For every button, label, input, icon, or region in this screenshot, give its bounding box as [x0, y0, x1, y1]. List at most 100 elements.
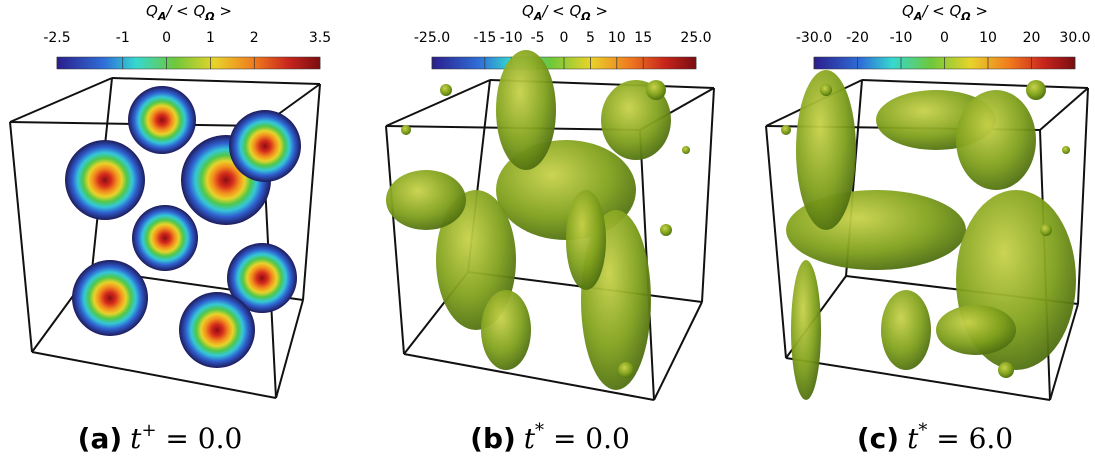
caption: (a) t+ = 0.0 [78, 420, 243, 455]
panel: QA/ < QΩ > -30.0 -20 -10 0 10 20 30.0 (c) t* = 6.… [765, 2, 1091, 455]
caption-part: = 6.0 [927, 422, 1013, 455]
cube-edge [31, 351, 277, 399]
title-part: Ω [204, 10, 214, 23]
sphere [229, 110, 301, 182]
caption-part: (b) [470, 422, 516, 455]
colorbar-tick-label: -10 [890, 30, 913, 46]
cube-edge [765, 125, 787, 359]
colorbar-tick-label: 30.0 [1059, 30, 1090, 46]
isosurface [386, 170, 466, 230]
isosurface [566, 190, 606, 290]
cube-edge [302, 83, 321, 301]
caption-part: t [907, 422, 919, 455]
colorbar-title: QA/ < QΩ > [902, 2, 988, 23]
title-part: A [157, 10, 167, 23]
cube-edge [1049, 303, 1079, 401]
title-part: / < Q [540, 2, 581, 20]
cube-edge [385, 79, 491, 127]
colorbar-title: QA/ < QΩ > [522, 2, 608, 23]
caption: (b) t* = 0.0 [470, 420, 630, 455]
title-part: / < Q [164, 2, 205, 20]
isosurface [496, 50, 556, 170]
cube-edge [1039, 87, 1089, 131]
sphere [72, 260, 148, 336]
colorbar-tick-label: -30.0 [796, 30, 832, 46]
droplet [998, 362, 1014, 378]
droplet [682, 146, 690, 154]
cube-edge [9, 77, 113, 123]
caption-part: * [535, 420, 544, 441]
caption: (c) t* = 6.0 [857, 420, 1013, 455]
colorbar-tick-label: -20 [846, 30, 869, 46]
colorbar [56, 56, 321, 70]
cube-edge [861, 79, 1089, 89]
colorbar-tick-label: 25.0 [680, 30, 711, 46]
colorbar-tick-label: -5 [531, 30, 545, 46]
colorbar-tick-label: -10 [500, 30, 523, 46]
caption-part: t [524, 422, 536, 455]
title-part: A [913, 10, 923, 23]
cube-edge [1077, 87, 1089, 305]
droplet [781, 125, 791, 135]
colorbar-tick-label: 2 [250, 30, 259, 46]
cube-edge [653, 301, 703, 401]
colorbar-tick-label: 3.5 [309, 30, 331, 46]
colorbar-tick-label: 0 [560, 30, 569, 46]
droplet [646, 80, 666, 100]
colorbar-tick-label: -25.0 [414, 30, 450, 46]
title-part: > [591, 2, 608, 20]
panel: QA/ < QΩ > -2.5 -1 0 1 2 3.5 (a) t+ = 0.0 [9, 2, 331, 455]
colorbar-tick-label: 1 [206, 30, 215, 46]
cube-edge [785, 357, 1051, 401]
colorbar-tick-label: -15 [473, 30, 496, 46]
colorbar-tick-label: 10 [608, 30, 626, 46]
title-part: Q [522, 2, 534, 20]
title-part: A [533, 10, 543, 23]
colorbar-tick-label: 15 [634, 30, 652, 46]
panel: QA/ < QΩ > -25.0 -15 -10 -5 0 5 10 15 25.0 (b) t* =… [385, 2, 715, 455]
colorbar-title: QA/ < QΩ > [146, 2, 232, 23]
isosurface [881, 290, 931, 370]
isosurface [791, 260, 821, 400]
cube-edge [701, 87, 715, 303]
cube-edge [111, 77, 321, 85]
colorbar-tick-label: 0 [940, 30, 949, 46]
colorbar-tick-label: -2.5 [43, 30, 70, 46]
isosurface [601, 80, 671, 160]
isosurface [796, 70, 856, 230]
caption-part: (a) [78, 422, 123, 455]
caption-part: * [918, 420, 927, 441]
caption-part: t [130, 422, 142, 455]
isosurface [481, 290, 531, 370]
isosurface [956, 90, 1036, 190]
title-part: Ω [960, 10, 970, 23]
title-part: Ω [580, 10, 590, 23]
droplet [1062, 146, 1070, 154]
title-part: > [971, 2, 988, 20]
cube-edge [9, 121, 33, 353]
droplet [1026, 80, 1046, 100]
title-part: / < Q [920, 2, 961, 20]
colorbar-tick-label: 5 [586, 30, 595, 46]
colorbar-tick-label: 20 [1023, 30, 1041, 46]
colorbar-tick-label: -1 [116, 30, 130, 46]
caption-part: + [141, 420, 156, 441]
panels: QA/ < QΩ >-2.5 -1 0 1 2 3.5(a) t+ = 0.0QA/ < Q… [9, 2, 1091, 455]
cube-edge [403, 353, 655, 401]
isosurface [936, 305, 1016, 355]
droplet [401, 125, 411, 135]
droplet [660, 224, 672, 236]
droplet [440, 84, 452, 96]
sphere [179, 292, 255, 368]
colorbar-tick-label: 10 [979, 30, 997, 46]
sphere [65, 140, 145, 220]
caption-part: = 0.0 [544, 422, 630, 455]
title-part: Q [902, 2, 914, 20]
sphere [227, 243, 297, 313]
cube-edge [275, 299, 304, 399]
title-part: > [215, 2, 232, 20]
caption-part: = 0.0 [157, 422, 243, 455]
droplet [820, 84, 832, 96]
